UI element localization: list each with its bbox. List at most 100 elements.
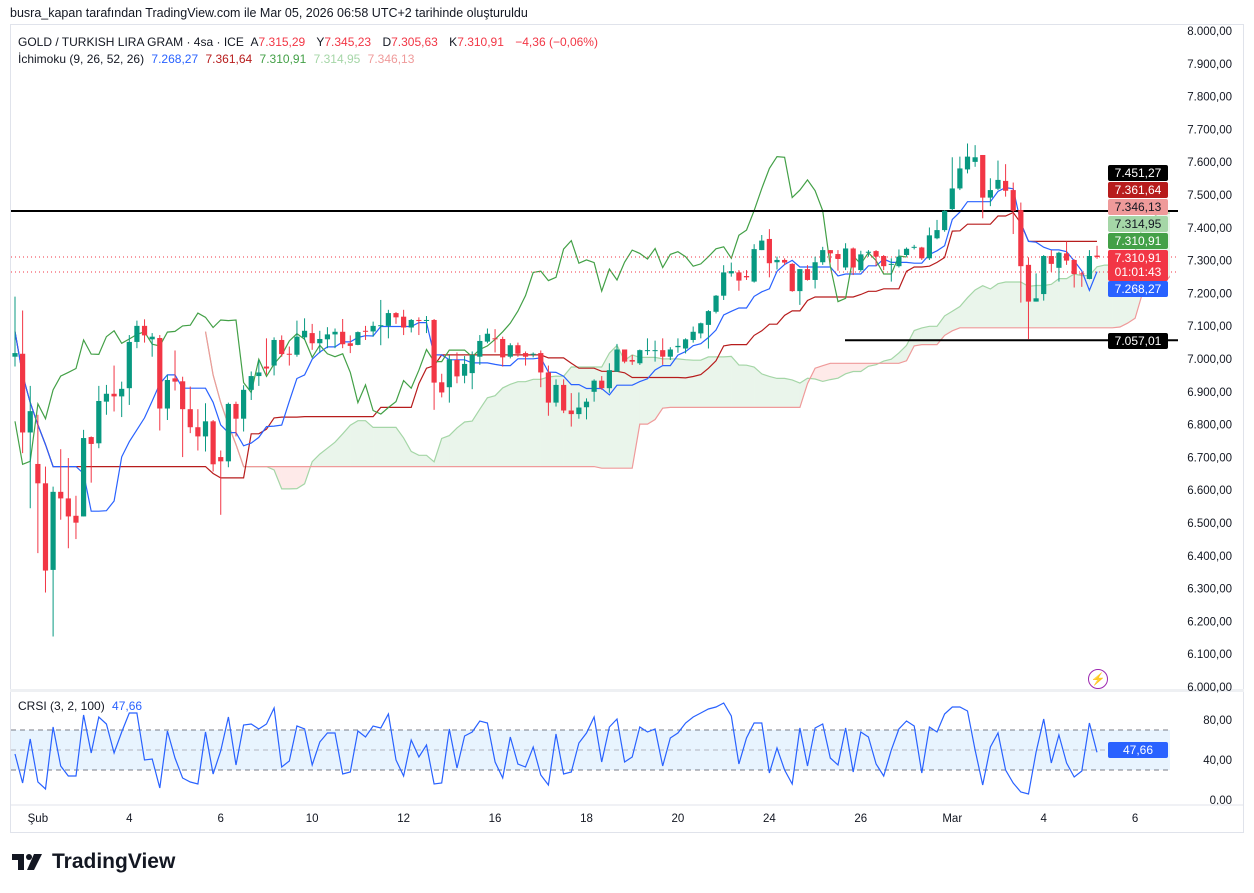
cloud-segment: [1036, 285, 1044, 328]
chart-caption: busra_kapan tarafından TradingView.com i…: [10, 6, 528, 20]
cloud-segment: [822, 363, 831, 382]
price-tick-label: 6.000,00: [1187, 682, 1232, 694]
candle-body: [515, 345, 521, 354]
cloud-segment: [1249, 246, 1254, 252]
candle: [942, 210, 948, 232]
time-tick-label: 26: [854, 813, 867, 825]
candle: [294, 320, 300, 357]
candle: [888, 258, 894, 282]
candle-body: [964, 156, 971, 170]
candle: [561, 379, 567, 414]
candle-body: [812, 262, 818, 280]
cloud-segment: [350, 420, 358, 467]
candle: [423, 316, 430, 334]
price-tick-label: 7.600,00: [1187, 157, 1232, 169]
candle: [1079, 271, 1085, 287]
crsi-value-badge: 47,66: [1108, 742, 1168, 758]
candle: [591, 379, 597, 402]
cloud-segment: [1051, 278, 1059, 328]
cloud-segment: [510, 381, 518, 467]
candle-body: [141, 325, 148, 336]
span-a-value: 7.314,95: [313, 52, 361, 66]
candle-body: [423, 319, 430, 321]
candle: [949, 157, 955, 211]
candle: [378, 299, 384, 346]
crsi-tick-label: 80,00: [1203, 715, 1232, 727]
cloud-segment: [784, 378, 793, 408]
candle: [187, 386, 193, 434]
candle-body: [233, 403, 239, 419]
candle: [637, 349, 643, 365]
candle: [1063, 241, 1070, 265]
candle-body: [317, 338, 323, 344]
senkou-span-a-line: [204, 212, 1170, 490]
candle: [751, 244, 757, 283]
high-prefix: Y: [316, 35, 325, 49]
lightning-icon[interactable]: ⚡: [1088, 669, 1108, 689]
candle-body: [751, 249, 757, 282]
candle-body: [12, 353, 18, 357]
cloud-segment: [1013, 282, 1021, 328]
candle-body: [987, 190, 993, 198]
candle-body: [439, 382, 445, 393]
candle-body: [50, 491, 56, 570]
candle: [881, 255, 887, 271]
candle: [233, 401, 239, 437]
candle-body: [538, 353, 544, 373]
candle: [202, 403, 209, 452]
cloud-segment: [563, 366, 572, 467]
candle: [629, 355, 635, 365]
candle: [210, 420, 216, 472]
candle-body: [126, 341, 132, 389]
candle-body: [644, 350, 651, 352]
tradingview-logo[interactable]: TradingView: [12, 850, 175, 874]
candle-body: [568, 410, 574, 415]
candle: [446, 355, 452, 403]
candle-body: [172, 378, 178, 382]
candle-body: [149, 336, 155, 340]
crsi-legend[interactable]: CRSI (3, 2, 100) 47,66: [18, 699, 146, 713]
candle-body: [522, 353, 529, 357]
cloud-segment: [525, 379, 534, 467]
candle-body: [926, 235, 932, 259]
cloud-segment: [1074, 273, 1082, 328]
ichimoku-legend[interactable]: İchimoku (9, 26, 52, 26) 7.268,27 7.361,…: [18, 52, 418, 66]
cloud-segment: [533, 379, 541, 467]
cloud-segment: [373, 427, 381, 467]
price-tick-label: 7.100,00: [1187, 321, 1232, 333]
candle-body: [218, 457, 224, 462]
candle-body: [1086, 256, 1093, 279]
candle: [362, 325, 369, 340]
candle-body: [743, 276, 750, 278]
candle-body: [263, 366, 270, 369]
candle-body: [576, 407, 582, 415]
pane-separator[interactable]: [10, 689, 1244, 692]
candle: [698, 322, 704, 339]
candle: [1003, 164, 1009, 197]
candle: [454, 352, 460, 384]
candle: [157, 335, 163, 431]
price-tick-label: 7.800,00: [1187, 92, 1232, 104]
time-axis[interactable]: Şub 4 6 10 12 16 18 20 24 26 Mar 4 6: [11, 804, 1243, 825]
candle: [782, 258, 788, 265]
price-axis[interactable]: 8.000,00 7.900,00 7.800,00 7.700,00 7.600,00…: [1187, 26, 1232, 694]
candle: [507, 343, 513, 359]
candle-body: [324, 334, 331, 340]
bar-countdown: 01:01:43: [1114, 265, 1162, 279]
candle: [903, 247, 910, 257]
price-tick-label: 6.400,00: [1187, 551, 1232, 563]
price-tick-label: 6.600,00: [1187, 485, 1232, 497]
candle-body: [279, 339, 285, 355]
cloud-segment: [1005, 282, 1014, 328]
candle: [401, 309, 407, 336]
candle: [73, 495, 79, 540]
symbol-legend[interactable]: GOLD / TURKISH LIRA GRAM · 4sa · ICE A7.…: [18, 35, 602, 49]
candle-body: [873, 251, 879, 257]
cloud-segment: [502, 384, 511, 467]
cloud-segment: [982, 285, 991, 328]
candle-body: [88, 437, 94, 444]
candle-body: [1010, 190, 1016, 211]
price-tick-label: 6.300,00: [1187, 584, 1232, 596]
time-tick-label: 18: [580, 813, 593, 825]
